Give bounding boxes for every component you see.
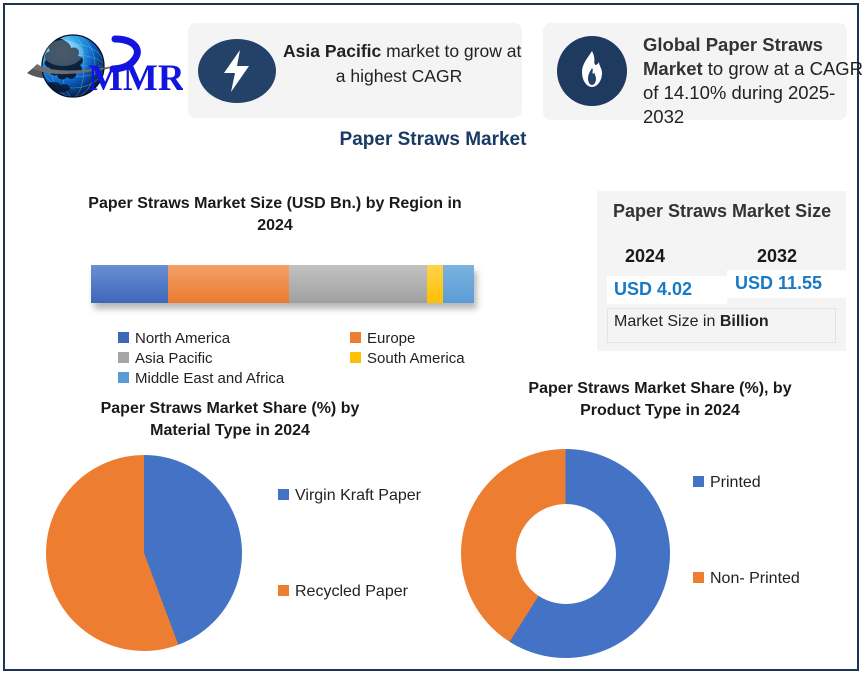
svg-text:MMR: MMR <box>88 58 183 99</box>
